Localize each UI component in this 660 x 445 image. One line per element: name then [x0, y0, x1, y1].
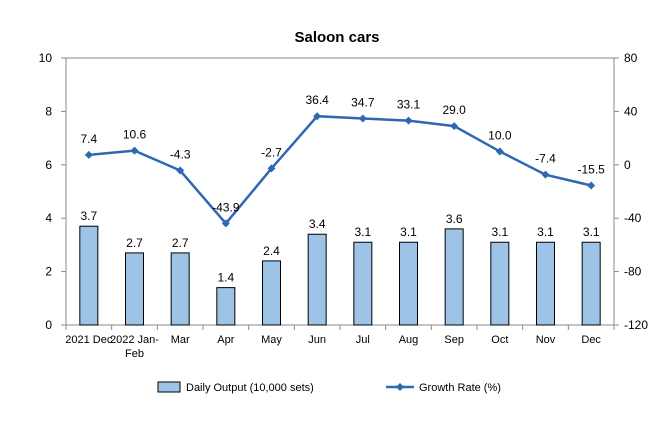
- line-value-label: 33.1: [397, 98, 421, 112]
- line-point: [358, 114, 367, 123]
- right-axis-tick-label: 0: [624, 158, 631, 172]
- bar: [353, 241, 373, 326]
- bar: [216, 287, 236, 326]
- bar-value-label: 3.1: [491, 225, 508, 239]
- bar: [536, 241, 555, 326]
- line-value-label: -4.3: [170, 148, 191, 162]
- x-axis-category-label: Sep: [444, 334, 464, 346]
- plot-border: [65, 57, 615, 326]
- plot-area: [65, 57, 615, 330]
- line-point: [176, 166, 185, 175]
- bar-value-label: 3.1: [537, 225, 554, 239]
- left-y-axis: 0 2 4 6 8 10: [39, 51, 66, 332]
- line-point: [267, 164, 276, 173]
- bar: [79, 225, 99, 326]
- bar: [399, 241, 418, 326]
- line-point: [84, 150, 93, 159]
- left-axis-tick-label: 8: [45, 104, 52, 118]
- line-value-label: -43.9: [212, 200, 240, 214]
- bar: [170, 252, 190, 326]
- line-point: [541, 170, 550, 179]
- line-point: [130, 146, 139, 155]
- right-y-axis: -120 -80 -40 0 40 80: [614, 51, 648, 332]
- line-point: [313, 112, 322, 121]
- line-point: [404, 116, 413, 125]
- bar: [581, 241, 601, 326]
- line-value-label: 29.0: [442, 103, 466, 117]
- x-axis-category-label: May: [261, 334, 282, 346]
- right-axis-tick-label: -80: [624, 265, 642, 279]
- x-axis-category-label: Aug: [399, 334, 419, 346]
- x-axis-category-label: Jun: [308, 334, 326, 346]
- bar: [125, 252, 144, 326]
- x-axis-category-label: Dec: [581, 334, 601, 346]
- x-axis-category-label: Feb: [125, 348, 144, 360]
- left-axis-tick-label: 4: [45, 211, 52, 225]
- left-axis-tick-label: 2: [45, 265, 52, 279]
- x-axis-category-label: Jul: [356, 334, 370, 346]
- line-value-label: -7.4: [535, 152, 556, 166]
- bar: [444, 228, 464, 326]
- bar-value-label: 2.7: [126, 236, 143, 250]
- bar-value-label: 1.4: [217, 271, 234, 285]
- growth-rate-line: [88, 114, 592, 226]
- left-axis-tick-label: 6: [45, 158, 52, 172]
- line-series: [84, 112, 596, 228]
- x-axis-category-label: 2021 Dec: [65, 334, 113, 346]
- x-axis-category-label: Nov: [536, 334, 556, 346]
- bar-value-label: 3.1: [400, 225, 417, 239]
- legend-swatch-bar: [157, 381, 181, 393]
- bar-value-label: 3.1: [354, 225, 371, 239]
- line-point: [450, 122, 459, 131]
- line-value-label: 10.6: [123, 128, 147, 142]
- legend-label-bar: Daily Output (10,000 sets): [186, 382, 314, 394]
- line-value-label: -2.7: [261, 145, 282, 159]
- right-axis-tick-label: -120: [624, 318, 648, 332]
- left-axis-tick-label: 0: [45, 318, 52, 332]
- x-axis-category-label: Apr: [217, 334, 234, 346]
- right-axis-tick-label: 80: [624, 51, 638, 65]
- right-axis-tick-label: 40: [624, 104, 638, 118]
- bar-series: [79, 225, 601, 326]
- bar: [262, 260, 281, 326]
- x-axis-category-label: 2022 Jan-: [110, 334, 159, 346]
- line-point: [587, 181, 596, 190]
- bar-value-label: 3.4: [309, 217, 326, 231]
- x-axis-category-label: Mar: [171, 334, 190, 346]
- bar-value-label: 3.7: [80, 209, 97, 223]
- bar: [307, 233, 327, 326]
- line-data-labels: 7.4 10.6 -4.3 -43.9 -2.7 36.4 34.7 33.1 29.0 10.0…: [80, 93, 605, 214]
- line-value-label: -15.5: [577, 162, 605, 176]
- bar: [490, 241, 510, 326]
- bar-value-label: 3.6: [446, 212, 463, 226]
- line-value-label: 34.7: [351, 95, 375, 109]
- left-axis-tick-label: 10: [39, 51, 53, 65]
- line-value-label: 7.4: [80, 132, 97, 146]
- bar-value-label: 3.1: [583, 225, 600, 239]
- right-axis-tick-label: -40: [624, 211, 642, 225]
- legend-label-line: Growth Rate (%): [419, 382, 501, 394]
- chart-title: Saloon cars: [294, 29, 379, 46]
- line-value-label: 36.4: [305, 93, 329, 107]
- line-value-label: 10.0: [488, 128, 512, 142]
- bar-value-label: 2.4: [263, 244, 280, 258]
- x-axis-category-label: Oct: [491, 334, 508, 346]
- bar-value-label: 2.7: [172, 236, 189, 250]
- legend-swatch-marker: [396, 383, 404, 391]
- line-point: [221, 219, 230, 228]
- legend: Daily Output (10,000 sets) Growth Rate (%…: [157, 381, 501, 394]
- line-point: [495, 147, 504, 156]
- bar-data-labels: 3.7 2.7 2.7 1.4 2.4 3.4 3.1 3.1 3.6 3.1 3.1 3.1: [80, 209, 599, 284]
